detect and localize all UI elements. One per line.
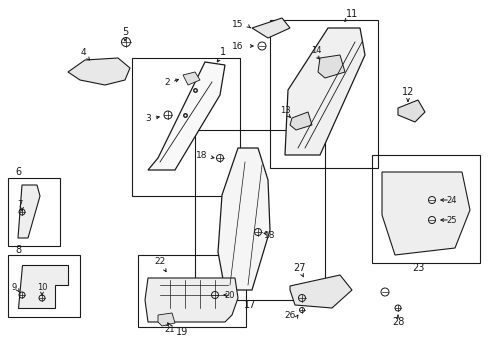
Polygon shape [290, 275, 352, 308]
Text: 4: 4 [80, 48, 86, 57]
Text: 3: 3 [145, 113, 151, 122]
Polygon shape [382, 172, 470, 255]
Bar [8, 255, 80, 317]
Text: 24: 24 [447, 195, 457, 204]
Bar [132, 58, 240, 196]
Polygon shape [218, 148, 270, 290]
Bar [8, 178, 60, 246]
Text: 18: 18 [196, 150, 208, 159]
Text: 10: 10 [37, 284, 47, 292]
Text: 6: 6 [15, 167, 21, 177]
Text: 1: 1 [220, 47, 226, 57]
Polygon shape [68, 58, 130, 85]
Polygon shape [18, 185, 40, 238]
Polygon shape [18, 265, 68, 308]
Text: 5: 5 [122, 27, 128, 37]
Text: 15: 15 [232, 19, 244, 28]
Text: 25: 25 [447, 216, 457, 225]
Bar [270, 20, 378, 168]
Text: 16: 16 [232, 41, 244, 50]
Text: 22: 22 [154, 257, 166, 266]
Text: 17: 17 [244, 300, 256, 310]
Text: 9: 9 [11, 283, 17, 292]
Text: 7: 7 [17, 199, 23, 208]
Bar [138, 255, 246, 327]
Text: 13: 13 [280, 105, 290, 114]
Text: 14: 14 [311, 45, 321, 54]
Polygon shape [158, 313, 175, 326]
Text: 12: 12 [402, 87, 414, 97]
Text: 23: 23 [412, 263, 424, 273]
Polygon shape [285, 28, 365, 155]
Text: 11: 11 [346, 9, 358, 19]
Bar [372, 155, 480, 263]
Text: 2: 2 [164, 77, 170, 86]
Text: 8: 8 [15, 245, 21, 255]
Text: 28: 28 [392, 317, 404, 327]
Polygon shape [318, 55, 345, 78]
Text: 19: 19 [176, 327, 188, 337]
Text: 27: 27 [294, 263, 306, 273]
Polygon shape [183, 72, 200, 85]
Text: 18: 18 [264, 230, 276, 239]
Text: 21: 21 [165, 325, 175, 334]
Text: 26: 26 [284, 310, 295, 320]
Polygon shape [145, 278, 238, 322]
Text: 20: 20 [225, 292, 235, 301]
Polygon shape [252, 18, 290, 38]
Polygon shape [290, 112, 312, 130]
Bar [195, 130, 325, 300]
Polygon shape [148, 62, 225, 170]
Polygon shape [398, 100, 425, 122]
